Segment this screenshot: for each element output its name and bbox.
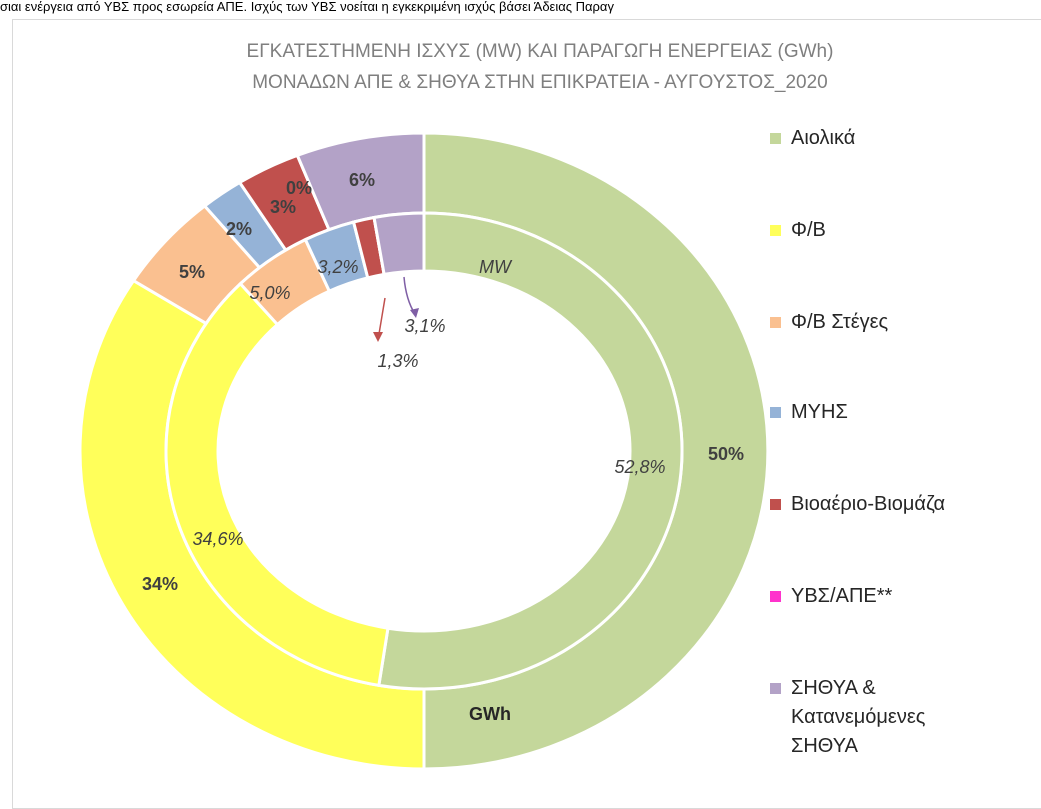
legend-label: ΣΗΘΥΑ & Κατανεμόμενες ΣΗΘΥΑ bbox=[791, 677, 926, 757]
data-label: 34,6% bbox=[192, 529, 243, 549]
data-label: 6% bbox=[349, 170, 375, 190]
data-label: 5,0% bbox=[249, 283, 290, 303]
legend-item: Βιοαέριο-Βιομάζα bbox=[770, 490, 945, 519]
legend-label: ΜΥΗΣ bbox=[791, 401, 848, 423]
data-label: 3,1% bbox=[404, 316, 445, 336]
data-label: 52,8% bbox=[614, 457, 665, 477]
legend-swatch bbox=[770, 133, 781, 144]
arrow-head bbox=[410, 308, 419, 318]
data-label: 1,3% bbox=[377, 351, 418, 371]
legend-label: ΥΒΣ/ΑΠΕ** bbox=[791, 585, 893, 607]
legend-item: ΣΗΘΥΑ & Κατανεμόμενες ΣΗΘΥΑ bbox=[770, 674, 941, 761]
legend-item: ΥΒΣ/ΑΠΕ** bbox=[770, 582, 892, 611]
data-label: 50% bbox=[708, 444, 744, 464]
data-label: 5% bbox=[179, 262, 205, 282]
legend-label: Φ/Β Στέγες bbox=[791, 311, 889, 333]
legend-item: ΜΥΗΣ bbox=[770, 398, 848, 427]
legend-label: Αιολικά bbox=[791, 127, 856, 149]
legend-item: Φ/Β Στέγες bbox=[770, 308, 888, 337]
chart-title: ΜΟΝΑΔΩΝ ΑΠΕ & ΣΗΘΥΑ ΣΤΗΝ ΕΠΙΚΡΑΤΕΙΑ - ΑΥ… bbox=[252, 72, 828, 93]
data-label: 34% bbox=[142, 574, 178, 594]
data-label: 3,2% bbox=[317, 257, 358, 277]
header-text: σιαι ενέργεια από ΥΒΣ προς εσωρεία ΑΠΕ. … bbox=[0, 0, 614, 14]
donut-slice bbox=[372, 211, 426, 277]
ring-label: MW bbox=[479, 257, 513, 277]
legend-item: Αιολικά bbox=[770, 124, 855, 153]
legend-swatch bbox=[770, 683, 781, 694]
legend-label: Βιοαέριο-Βιομάζα bbox=[791, 493, 946, 515]
legend-label: Φ/Β bbox=[791, 219, 826, 241]
legend-swatch bbox=[770, 591, 781, 602]
data-label: 3% bbox=[270, 197, 296, 217]
chart-title: ΕΓΚΑΤΕΣΤΗΜΕΝΗ ΙΣΧΥΣ (MW) ΚΑΙ ΠΑΡΑΓΩΓΗ ΕΝ… bbox=[247, 41, 834, 62]
data-label: 2% bbox=[226, 219, 252, 239]
legend-swatch bbox=[770, 499, 781, 510]
data-label: 0% bbox=[286, 178, 312, 198]
legend-swatch bbox=[770, 225, 781, 236]
arrow-head bbox=[373, 332, 383, 342]
legend-swatch bbox=[770, 407, 781, 418]
donut-slice bbox=[377, 211, 684, 691]
leader-line bbox=[403, 276, 416, 315]
ring-label: GWh bbox=[469, 704, 511, 724]
legend-swatch bbox=[770, 317, 781, 328]
legend-item: Φ/Β bbox=[770, 216, 826, 245]
